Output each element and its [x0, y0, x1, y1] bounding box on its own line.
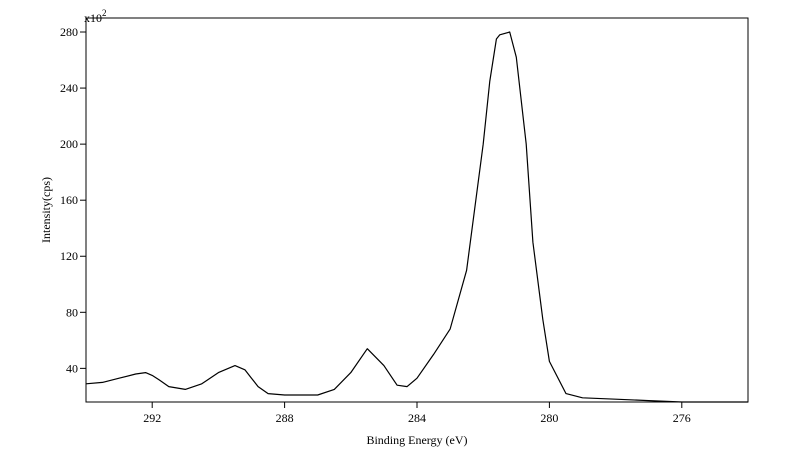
x-tick-label: 276	[673, 411, 691, 425]
y-tick-label: 280	[60, 25, 78, 39]
x-tick-label: 280	[540, 411, 558, 425]
y-axis-multiplier: x102	[84, 8, 107, 25]
x-tick-label: 288	[276, 411, 294, 425]
y-tick-label: 120	[60, 249, 78, 263]
y-tick-label: 80	[66, 305, 78, 319]
y-axis-ticks: 40 80 120 160 200 240 280	[60, 25, 86, 375]
y-tick-label: 200	[60, 137, 78, 151]
spectrum-line	[85, 31, 748, 403]
x-axis-ticks: 292 288 284 280 276	[143, 402, 691, 425]
y-tick-label: 40	[66, 361, 78, 375]
y-tick-label: 160	[60, 193, 78, 207]
x-axis-label: Binding Energy (eV)	[366, 433, 467, 447]
y-axis-multiplier-exponent: 2	[102, 8, 107, 18]
y-axis-multiplier-base: x10	[84, 11, 102, 25]
x-tick-label: 292	[143, 411, 161, 425]
y-axis-label: Intensity(cps)	[39, 177, 53, 243]
x-tick-label: 284	[408, 411, 426, 425]
plot-frame	[85, 17, 749, 403]
y-tick-label: 240	[60, 81, 78, 95]
